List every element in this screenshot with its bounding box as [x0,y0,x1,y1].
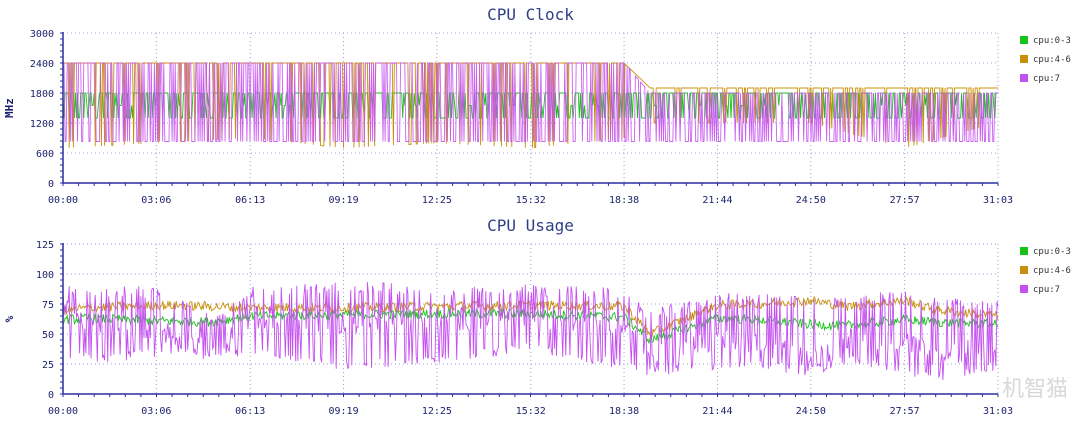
legend-label: cpu:0-3 [1033,247,1071,257]
x-tick-label: 31:03 [983,195,1013,206]
y-tick-label: 0 [48,179,54,190]
x-tick-label: 15:32 [516,406,546,417]
chart-title: CPU Usage [487,216,574,235]
y-tick-label: 100 [36,270,54,281]
watermark: 机智猫 [1002,377,1068,402]
x-tick-label: 09:19 [328,195,358,206]
x-tick-label: 24:50 [796,195,826,206]
y-tick-label: 1800 [30,89,54,100]
cpu-usage-chart: CPU Usage 0 25 50 75 100 125 00:00 03:06 06:13 09:… [3,216,1071,417]
y-tick-label: 2400 [30,59,54,70]
x-tick-label: 12:25 [422,406,452,417]
legend-swatch [1020,74,1028,82]
y-tick-label: 125 [36,240,54,251]
y-axis-label: MHz [3,98,16,118]
series-group [62,282,999,380]
legend-swatch [1020,266,1028,274]
grid [62,32,999,184]
x-tick-label: 27:57 [890,195,920,206]
x-tick-label: 00:00 [48,195,78,206]
x-tick-label: 03:06 [141,195,171,206]
legend: cpu:0-3 cpu:4-6 cpu:7 [1020,247,1071,295]
cpu-clock-chart: CPU Clock 0 600 1200 1800 2400 3000 00:00 03:06 0… [3,5,1071,206]
legend-label: cpu:7 [1033,285,1060,295]
x-tick-label: 27:57 [890,406,920,417]
x-tick-label: 21:44 [702,406,732,417]
x-tick-label: 03:06 [141,406,171,417]
y-tick-label: 1200 [30,119,54,130]
series-group [62,62,998,149]
y-axis-label: % [3,315,16,322]
legend-label: cpu:7 [1033,74,1060,84]
x-tick-label: 31:03 [983,406,1013,417]
grid [62,243,999,395]
x-tick-label: 21:44 [702,195,732,206]
legend-swatch [1020,247,1028,255]
y-tick-label: 0 [48,390,54,401]
x-tick-label: 06:13 [235,195,265,206]
x-tick-label: 15:32 [516,195,546,206]
legend-swatch [1020,55,1028,63]
legend-label: cpu:4-6 [1033,55,1071,65]
x-tick-label: 18:38 [609,195,639,206]
y-tick-label: 3000 [30,29,54,40]
y-tick-label: 25 [42,360,54,371]
y-tick-label: 75 [42,300,54,311]
y-tick-label: 600 [36,149,54,160]
x-tick-label: 00:00 [48,406,78,417]
legend-swatch [1020,285,1028,293]
legend: cpu:0-3 cpu:4-6 cpu:7 [1020,36,1071,84]
x-tick-label: 06:13 [235,406,265,417]
legend-label: cpu:4-6 [1033,266,1071,276]
legend-label: cpu:0-3 [1033,36,1071,46]
y-tick-label: 50 [42,330,54,341]
x-tick-label: 18:38 [609,406,639,417]
series-line-cpu-7 [63,62,998,142]
series-line-cpu-7 [62,282,999,380]
x-tick-label: 24:50 [796,406,826,417]
x-tick-label: 12:25 [422,195,452,206]
chart-title: CPU Clock [487,5,574,24]
x-tick-label: 09:19 [328,406,358,417]
legend-swatch [1020,36,1028,44]
